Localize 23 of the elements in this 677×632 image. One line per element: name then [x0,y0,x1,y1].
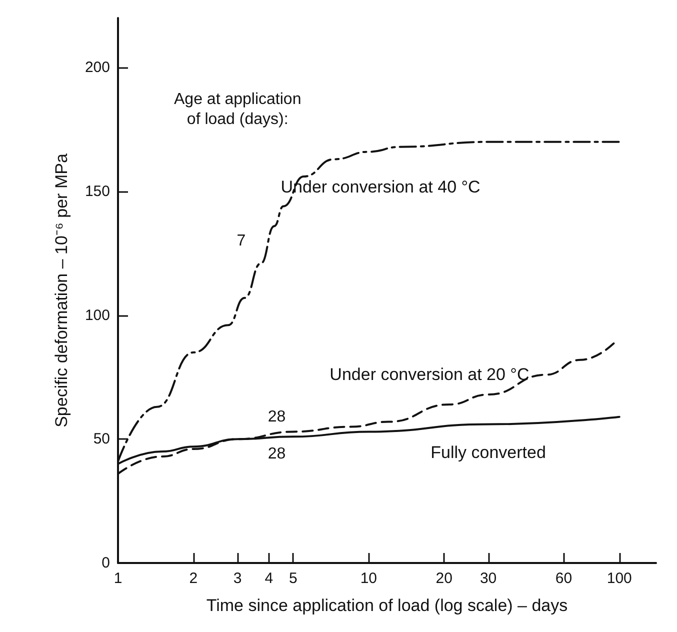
series-label: Under conversion at 40 °C [280,177,480,196]
x-axis-title: Time since application of load (log scale) – days [206,596,568,615]
y-tick-label: 200 [84,59,110,76]
x-tick-label: 60 [555,570,572,587]
x-tick-label: 1 [114,570,122,587]
y-tick-label: 0 [102,554,110,572]
y-tick-label: 100 [84,306,110,324]
x-tick-label: 3 [233,570,242,587]
x-tick-label: 2 [189,570,198,587]
y-axis-title: Specific deformation – 10⁻⁶ per MPa [52,153,71,428]
annotation: 28 [268,446,286,462]
x-tick-label: 30 [480,570,497,587]
series-label: Fully converted [430,442,546,462]
annotation: 28 [268,408,286,426]
x-tick-label: 4 [264,570,274,587]
x-tick-label: 100 [606,570,632,587]
y-tick-label: 150 [84,182,110,200]
annotation: Age at application of load (days): [174,91,302,128]
y-tick-label: 50 [93,430,110,448]
x-tick-label: 10 [360,570,378,587]
x-tick-label: 5 [289,570,298,587]
annotation: 7 [236,232,246,250]
x-tick-label: 20 [436,570,452,587]
